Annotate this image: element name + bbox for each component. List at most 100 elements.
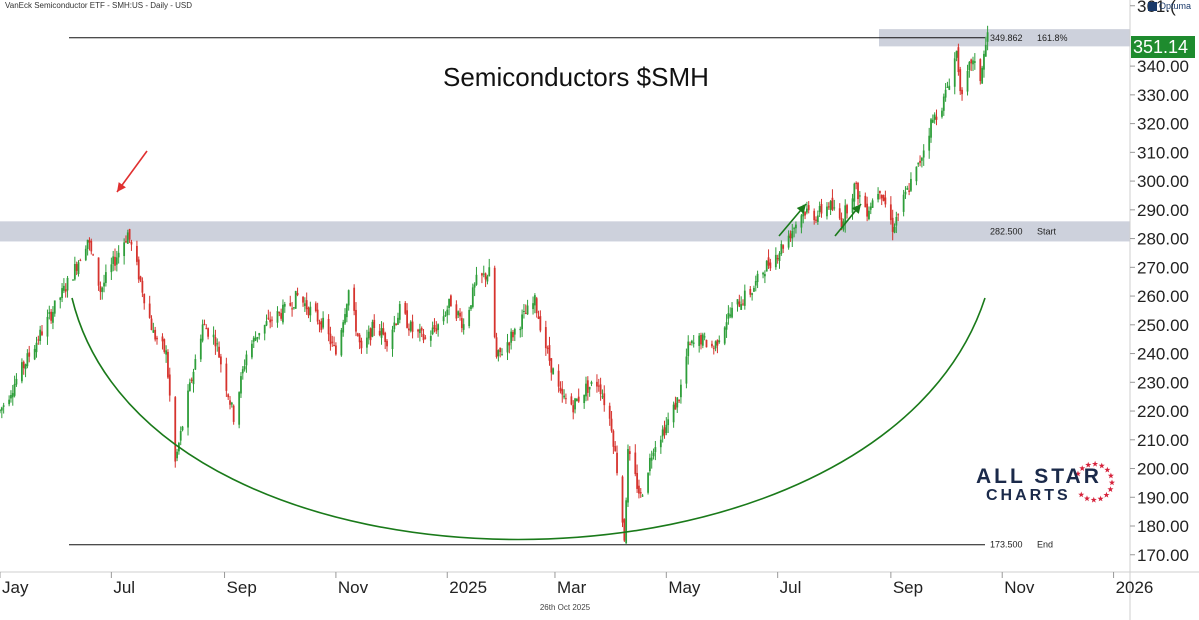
candle-body	[280, 313, 283, 319]
candle-body	[214, 337, 217, 347]
candle-body	[199, 338, 202, 360]
candle-body	[638, 485, 640, 494]
candle-body	[712, 348, 715, 350]
candle-body	[110, 264, 113, 273]
star-icon	[1103, 491, 1110, 498]
candle-body	[723, 327, 726, 344]
candle-body	[455, 304, 458, 319]
candle-body	[141, 280, 144, 293]
candle-body	[15, 378, 18, 385]
candle-body	[510, 331, 513, 343]
candle-body	[437, 324, 440, 330]
candle-body	[205, 328, 208, 330]
y-tick-label: 330.00	[1137, 86, 1189, 105]
candle-body	[807, 205, 810, 211]
candle-body	[356, 333, 359, 336]
candle-body	[674, 402, 677, 410]
candle-body	[782, 245, 785, 249]
candle-body	[718, 340, 721, 343]
candle-body	[941, 110, 943, 117]
candle-body	[422, 333, 425, 341]
candle-body	[877, 193, 879, 200]
candle-body	[174, 397, 177, 462]
arrow-head	[796, 204, 806, 214]
level-lines	[69, 37, 985, 546]
star-icon	[1085, 461, 1092, 468]
arc-path	[71, 297, 986, 541]
last-price-badge: 351.14	[1131, 36, 1195, 58]
candle-body	[813, 210, 816, 221]
candle-body	[827, 206, 830, 208]
candle-body	[869, 206, 872, 210]
candle-body	[136, 245, 138, 262]
candle-body	[561, 388, 564, 395]
candle-body	[840, 218, 843, 228]
candle-body	[586, 380, 589, 393]
candle-body	[904, 191, 907, 195]
candle-body	[689, 343, 691, 345]
candle-body	[218, 346, 220, 358]
candle-body	[559, 387, 562, 392]
candle-body	[826, 206, 828, 217]
candle-body	[778, 253, 781, 262]
candle-body	[829, 201, 832, 210]
candle-body	[557, 370, 560, 387]
candle-body	[661, 429, 664, 437]
logo-line-1: ALL STAR	[976, 465, 1102, 488]
candle-body	[743, 290, 746, 306]
candle-body	[229, 400, 231, 405]
candle-body	[634, 452, 637, 475]
candle-body	[957, 47, 960, 73]
candle-body	[165, 350, 168, 355]
candle-body	[265, 321, 268, 326]
candle-body	[309, 306, 312, 316]
candle-body	[366, 337, 368, 348]
candle-body	[727, 313, 730, 319]
candle-body	[271, 319, 273, 321]
candle-body	[340, 330, 343, 356]
level-tag-label: Start	[1037, 226, 1057, 236]
candle-body	[371, 321, 374, 337]
y-tick-label: 230.00	[1137, 373, 1189, 392]
candle-body	[774, 254, 777, 268]
candle-body	[46, 316, 49, 337]
level-value-label: 173.500	[990, 540, 1023, 550]
candle-body	[627, 449, 629, 503]
candle-body	[539, 316, 542, 331]
candle-body	[448, 298, 450, 308]
x-tick-label: Sep	[893, 578, 923, 597]
candle-body	[818, 206, 821, 212]
candle-body	[933, 114, 936, 120]
candle-body	[384, 332, 387, 343]
candle-body	[168, 374, 171, 396]
candle-body	[115, 257, 118, 265]
candle-body	[486, 276, 489, 282]
candle-body	[190, 379, 193, 381]
candle-body	[537, 316, 540, 319]
brand-text: Optuma	[1158, 1, 1191, 11]
candle-body	[654, 447, 657, 453]
candle-body	[948, 85, 951, 90]
candle-body	[53, 300, 56, 314]
candle-body	[501, 354, 503, 356]
candle-body	[353, 287, 356, 311]
candle-body	[700, 334, 702, 345]
candle-body	[446, 309, 449, 316]
level-value-label: 282.500	[990, 226, 1023, 236]
candle-body	[601, 396, 604, 398]
candle-body	[846, 205, 848, 214]
candle-body	[2, 405, 5, 407]
candle-body	[459, 312, 461, 317]
candle-body	[588, 386, 591, 390]
candle-body	[636, 472, 639, 489]
candle-body	[983, 53, 985, 70]
candle-body	[565, 398, 567, 400]
candle-body	[429, 335, 432, 341]
candle-body	[844, 205, 847, 225]
candle-body	[889, 204, 892, 221]
candle-body	[597, 385, 600, 387]
candle-body	[10, 395, 12, 399]
candle-body	[283, 303, 286, 307]
candle-body	[858, 195, 861, 197]
